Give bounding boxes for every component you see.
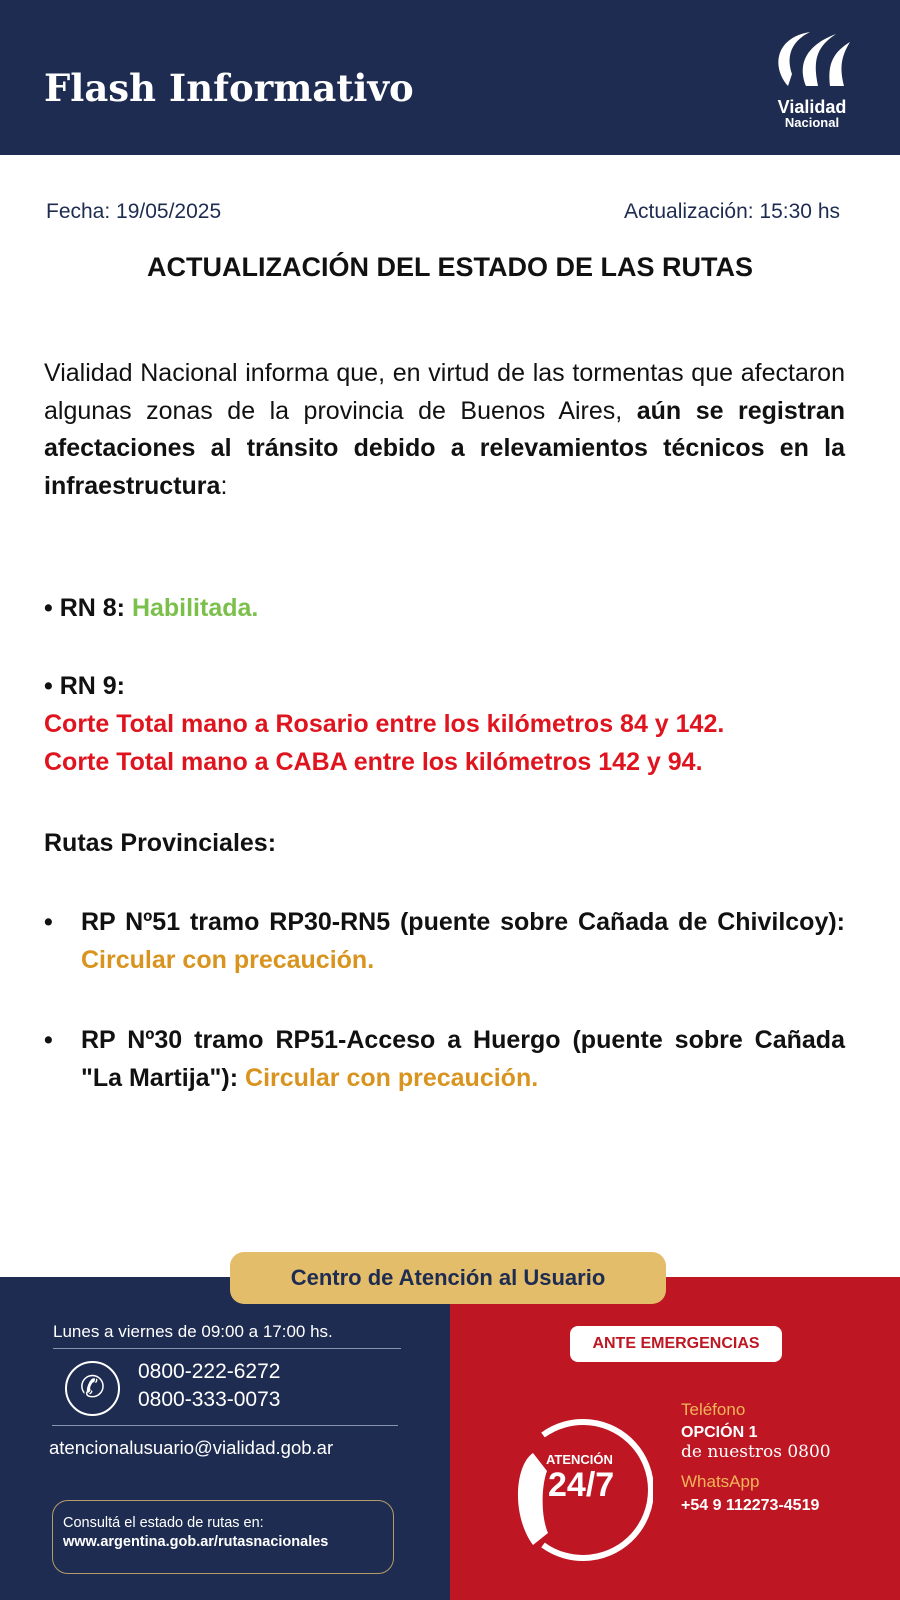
bullet: • <box>44 1026 53 1054</box>
logo-text-nacional: Nacional <box>784 115 840 130</box>
hours: Lunes a viernes de 09:00 a 17:00 hs. <box>53 1322 333 1341</box>
route-rp51: • RP Nº51 tramo RP30-RN5 (puente sobre Ca… <box>44 903 845 979</box>
whatsapp-label: WhatsApp <box>681 1472 760 1491</box>
footer-left <box>0 1277 450 1600</box>
phone-2[interactable]: 0800-333-0073 <box>138 1388 281 1411</box>
rn9-line1: Corte Total mano a Rosario entre los kil… <box>44 710 725 738</box>
page-title: ACTUALIZACIÓN DEL ESTADO DE LAS RUTAS <box>147 252 753 282</box>
route-rp30: • RP Nº30 tramo RP51-Acceso a Huergo (pue… <box>44 1021 845 1097</box>
center-title-badge: Centro de Atención al Usuario <box>230 1252 666 1304</box>
whatsapp-number[interactable]: +54 9 112273-4519 <box>681 1497 820 1514</box>
rn8-status: Habilitada. <box>131 594 259 622</box>
intro-text: Vialidad Nacional informa que, en virtud… <box>44 359 845 425</box>
phone-icon: ✆ <box>65 1361 120 1416</box>
rn8-label: • RN 8: <box>44 594 125 622</box>
tel-label: Teléfono <box>681 1400 746 1419</box>
intro-paragraph: Vialidad Nacional informa que, en virtud… <box>44 355 845 505</box>
rn9-line2: Corte Total mano a CABA entre los kilóme… <box>44 748 703 776</box>
emergency-badge: ANTE EMERGENCIAS <box>570 1326 782 1362</box>
intro-end: : <box>220 471 228 500</box>
rn9-label: • RN 9: <box>44 672 125 700</box>
header-bar <box>0 0 900 155</box>
clock-main: 24/7 <box>548 1466 615 1504</box>
consult-line1: Consultá el estado de rutas en: <box>63 1515 264 1531</box>
tel-sub: de nuestros 0800 <box>681 1442 831 1462</box>
rp30-text: RP Nº30 tramo RP51-Acceso a Huergo (puen… <box>81 1026 845 1092</box>
tel-option: OPCIÓN 1 <box>681 1424 758 1441</box>
vialidad-logo: Vialidad Nacional <box>762 28 862 130</box>
intro-bold: aún se registran afectaciones al tránsit… <box>44 396 845 500</box>
rp51-status: Circular con precaución. <box>81 946 375 974</box>
logo-text-vialidad: Vialidad <box>777 97 847 117</box>
clock-label: ATENCIÓN <box>546 1452 613 1467</box>
header-title: Flash Informativo <box>44 66 414 110</box>
bullet: • <box>44 908 53 936</box>
phone-1[interactable]: 0800-222-6272 <box>138 1360 281 1383</box>
clock-phone-icon <box>517 1419 653 1561</box>
date-label: Fecha: 19/05/2025 <box>46 200 222 223</box>
email-link[interactable]: atencionalusuario@vialidad.gob.ar <box>49 1437 334 1458</box>
update-label: Actualización: 15:30 hs <box>624 200 840 223</box>
consult-url[interactable]: www.argentina.gob.ar/rutasnacionales <box>63 1534 329 1550</box>
road-logo-icon <box>778 32 850 86</box>
rp30-status: Circular con precaución. <box>245 1064 539 1092</box>
provincial-heading: Rutas Provinciales: <box>44 829 277 857</box>
rp51-text: RP Nº51 tramo RP30-RN5 (puente sobre Cañ… <box>81 908 845 936</box>
consult-box: Consultá el estado de rutas en: www.argen… <box>52 1500 394 1574</box>
route-rn8: • RN 8: Habilitada. <box>44 594 258 623</box>
